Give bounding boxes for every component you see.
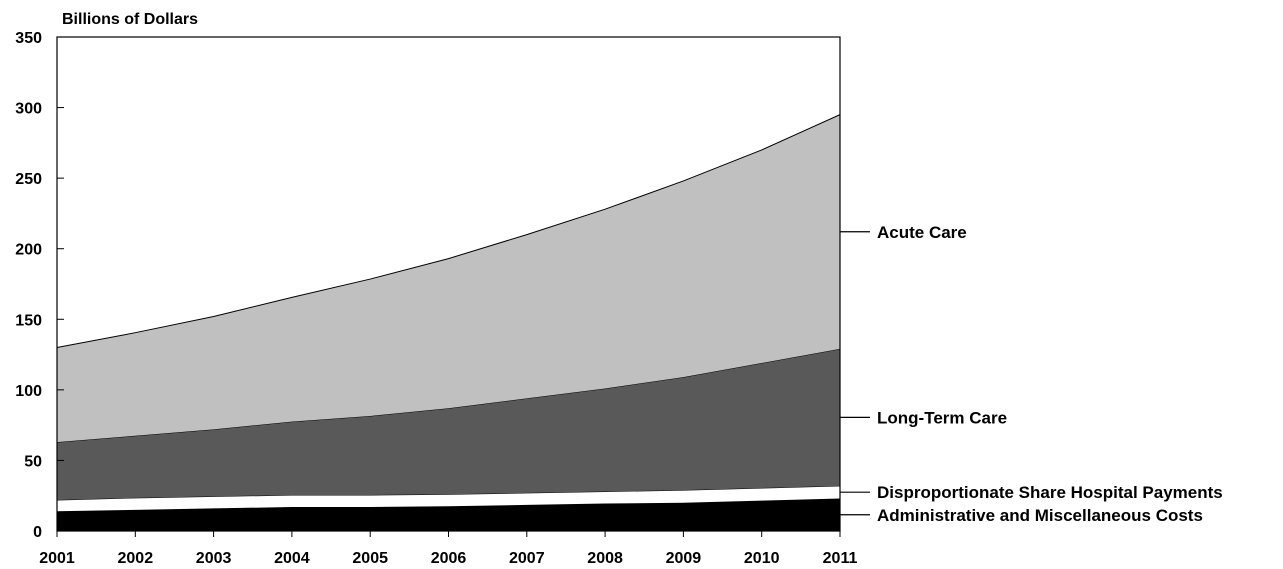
legend: Administrative and Miscellaneous Costs Di… (840, 223, 1223, 525)
y-tick-label: 0 (33, 524, 42, 541)
area-long-term-care (57, 348, 840, 500)
y-tick-label: 200 (15, 242, 42, 259)
y-axis-ticks: 0 50 100 150 200 250 300 350 (15, 30, 64, 541)
x-tick-label: 2003 (196, 550, 232, 567)
area-acute-care (57, 114, 840, 443)
stacked-areas (56, 114, 841, 532)
y-axis-label: Billions of Dollars (62, 11, 198, 28)
legend-label: Acute Care (877, 223, 967, 242)
y-tick-label: 50 (24, 453, 42, 470)
legend-label: Long-Term Care (877, 408, 1007, 427)
x-axis-ticks: 2001 2002 2003 2004 2005 2006 2007 2008 2009 2010… (39, 531, 857, 567)
x-tick-label: 2011 (823, 550, 858, 567)
x-tick-label: 2010 (744, 550, 780, 567)
x-tick-label: 2008 (587, 550, 623, 567)
x-tick-label: 2007 (509, 550, 545, 567)
legend-label: Administrative and Miscellaneous Costs (877, 506, 1203, 525)
series-boundary-line (56, 114, 841, 349)
x-tick-label: 2004 (274, 550, 310, 567)
y-tick-label: 300 (15, 101, 42, 118)
x-tick-label: 2002 (118, 550, 154, 567)
x-tick-label: 2006 (431, 550, 467, 567)
legend-label: Disproportionate Share Hospital Payments (877, 483, 1223, 502)
y-tick-label: 100 (15, 383, 42, 400)
y-tick-label: 250 (15, 171, 42, 188)
x-tick-label: 2001 (39, 550, 75, 567)
y-tick-label: 150 (15, 312, 42, 329)
x-tick-label: 2005 (352, 550, 388, 567)
y-tick-label: 350 (15, 30, 42, 47)
area-disproportionate-share-hospital-payments (57, 485, 840, 512)
x-tick-label: 2009 (666, 550, 702, 567)
